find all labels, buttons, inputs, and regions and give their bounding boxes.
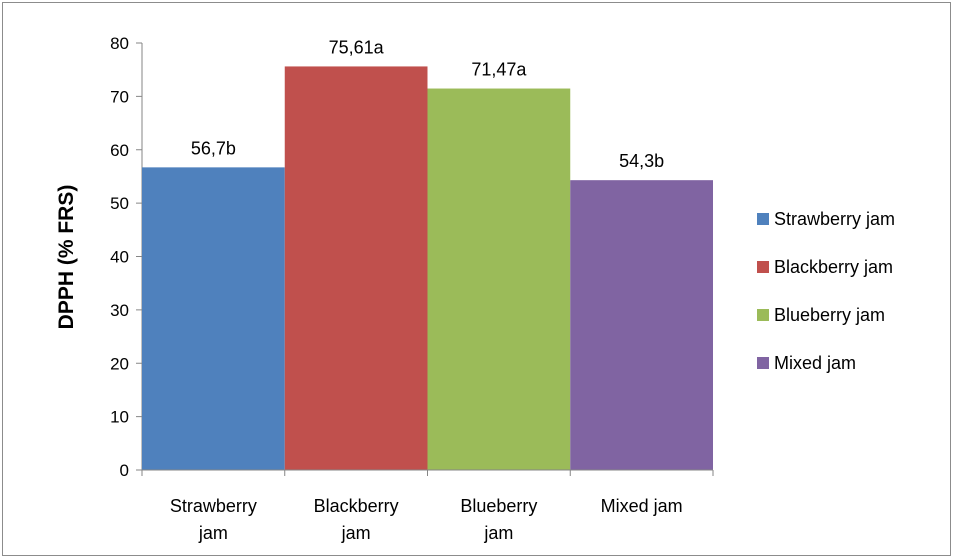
y-tick-label: 20 <box>110 354 129 373</box>
x-category-label: jam <box>483 523 513 543</box>
data-label: 54,3b <box>619 151 664 171</box>
legend-label: Strawberry jam <box>774 209 895 229</box>
x-category-label: jam <box>341 523 371 543</box>
y-tick-label: 40 <box>110 248 129 267</box>
x-category-label: jam <box>198 523 228 543</box>
legend-label: Blackberry jam <box>774 257 893 277</box>
x-category-label: Mixed jam <box>601 496 683 516</box>
bar-2 <box>284 66 428 470</box>
y-axis-title: DPPH (% FRS) <box>55 185 78 330</box>
y-tick-label: 0 <box>120 461 129 480</box>
y-tick-label: 80 <box>110 34 129 53</box>
y-tick-label: 60 <box>110 141 129 160</box>
data-label: 71,47a <box>471 60 527 80</box>
legend-swatch <box>757 309 769 321</box>
y-tick-label: 30 <box>110 301 129 320</box>
legend-label: Mixed jam <box>774 353 856 373</box>
bar-4 <box>570 180 713 470</box>
y-tick-label: 10 <box>110 408 129 427</box>
data-label: 75,61a <box>329 37 385 57</box>
bar-1 <box>142 167 285 470</box>
legend-label: Blueberry jam <box>774 305 885 325</box>
y-tick-label: 50 <box>110 194 129 213</box>
y-tick-label: 70 <box>110 87 129 106</box>
x-category-label: Blueberry <box>460 496 537 516</box>
legend-swatch <box>757 261 769 273</box>
legend-swatch <box>757 357 769 369</box>
data-label: 56,7b <box>191 138 236 158</box>
legend-swatch <box>757 213 769 225</box>
x-category-label: Blackberry <box>314 496 399 516</box>
x-category-label: Strawberry <box>170 496 257 516</box>
bar-3 <box>427 88 571 471</box>
